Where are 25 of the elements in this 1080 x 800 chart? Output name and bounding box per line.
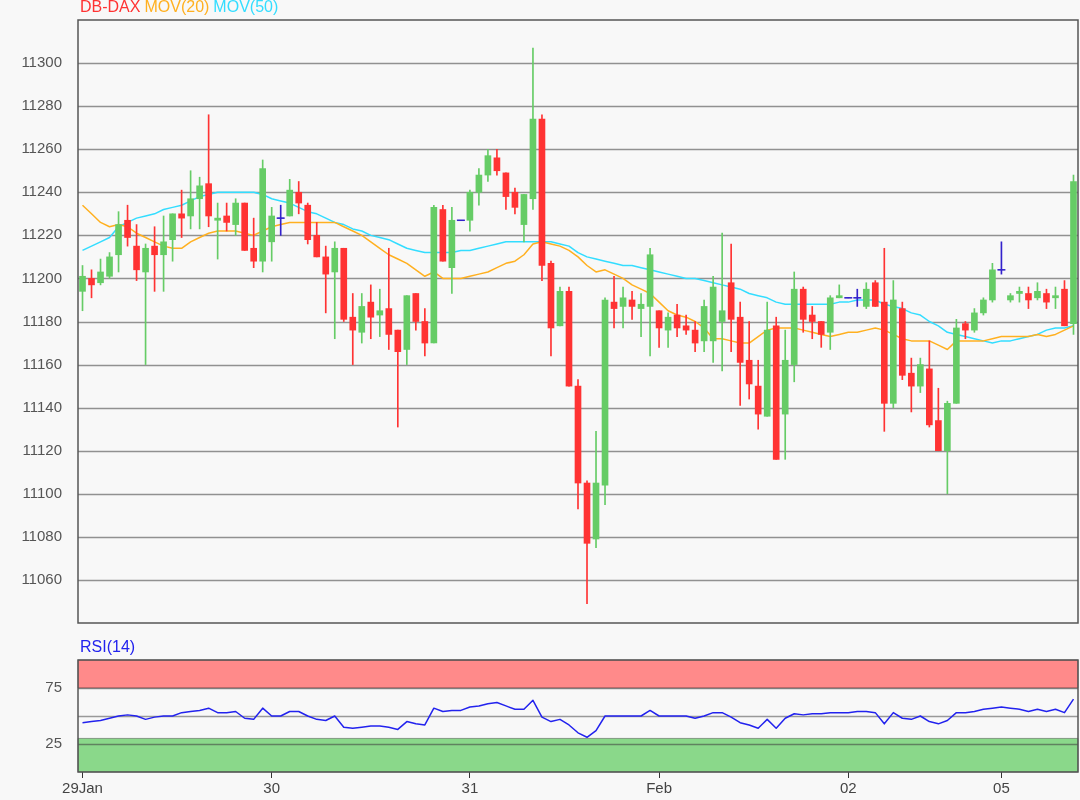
y-tick-label: 11280 (21, 96, 62, 114)
x-tick-label: 31 (461, 779, 479, 797)
y-tick-label: 11260 (21, 139, 62, 157)
y-tick-label: 11100 (22, 483, 62, 501)
y-tick-label: 11180 (22, 311, 62, 329)
x-tick-label: 30 (263, 779, 281, 797)
x-tick-label: 05 (993, 779, 1010, 797)
x-tick-label: 02 (839, 779, 857, 797)
y-tick-label: 11300 (21, 53, 62, 71)
y-tick-label: 75 (45, 678, 62, 696)
x-tick-label: 29Jan (62, 779, 103, 797)
y-tick-label: 11140 (22, 397, 62, 415)
y-tick-label: 11200 (21, 268, 62, 286)
y-tick-label: 25 (45, 734, 62, 752)
text: RSI(14) (80, 638, 136, 656)
y-tick-label: 11060 (21, 570, 62, 588)
text: MOV(50) (213, 0, 279, 16)
text: MOV(20) (144, 0, 210, 16)
text: DB-DAX (80, 0, 141, 16)
y-tick-label: 11120 (22, 440, 62, 458)
y-tick-label: 11220 (21, 225, 62, 243)
y-tick-label: 11240 (21, 182, 62, 200)
y-tick-label: 11080 (21, 527, 62, 544)
y-tick-label: 11160 (22, 354, 62, 372)
x-tick-label: Feb (646, 779, 673, 797)
